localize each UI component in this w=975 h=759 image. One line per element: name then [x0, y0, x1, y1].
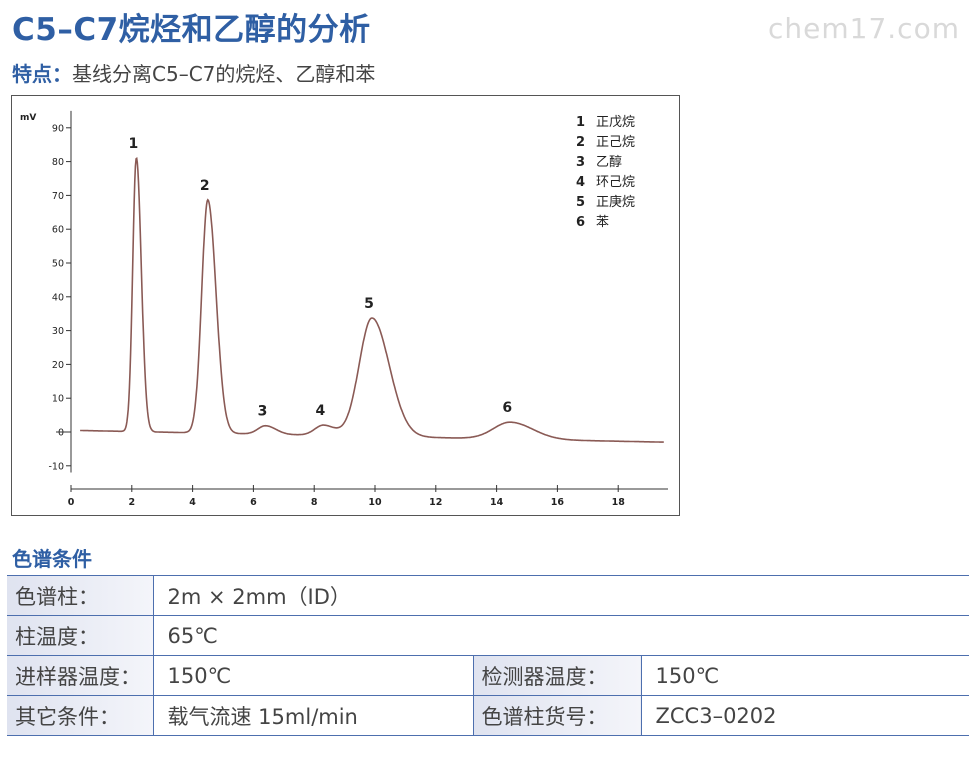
y-axis-label: mV — [20, 113, 36, 123]
y-tick-label: 70 — [52, 191, 64, 202]
y-tick-label: 40 — [52, 292, 64, 303]
y-tick-label: 30 — [52, 326, 64, 337]
legend-number: 3 — [576, 155, 585, 170]
condition-label: 色谱柱货号： — [473, 695, 642, 736]
x-tick-label: 12 — [429, 497, 442, 508]
watermark: chem17.com — [768, 12, 960, 45]
legend-number: 2 — [576, 135, 585, 150]
legend-name: 正戊烷 — [596, 115, 635, 130]
y-tick-label: 10 — [52, 394, 64, 405]
y-tick-label: 20 — [52, 360, 64, 371]
x-tick-label: 2 — [128, 497, 135, 508]
legend-name: 正己烷 — [596, 135, 635, 150]
feature-label: 特点： — [12, 62, 72, 86]
y-tick-label: 0 — [58, 428, 64, 439]
condition-label: 柱温度： — [7, 615, 154, 656]
peak-label: 1 — [128, 136, 138, 152]
condition-value: 150℃ — [153, 655, 474, 696]
x-tick-label: 10 — [368, 497, 382, 508]
y-tick-label: 60 — [52, 225, 64, 236]
condition-row: 其它条件： 载气流速 15ml/min 色谱柱货号： ZCC3–0202 — [7, 695, 969, 736]
x-tick-label: 16 — [551, 497, 565, 508]
conditions-table: 色谱柱： 2m × 2mm（ID） 柱温度： 65℃ 进样器温度： 150℃ 检… — [7, 575, 969, 736]
legend-name: 苯 — [596, 215, 609, 230]
legend-name: 环己烷 — [596, 175, 635, 190]
peak-label: 5 — [364, 296, 374, 312]
condition-row: 色谱柱： 2m × 2mm（ID） — [7, 575, 969, 616]
condition-value: 2m × 2mm（ID） — [153, 575, 969, 616]
chromatogram-chart: -10 0 10 20 30 40 50 60 70 80 90 mV 0 2 4 6 8 10 12 14 16 18 1… — [11, 95, 680, 516]
condition-value: ZCC3–0202 — [641, 695, 969, 736]
legend-name: 正庚烷 — [596, 194, 635, 210]
condition-label: 进样器温度： — [7, 655, 154, 696]
page-title: C5–C7烷烃和乙醇的分析 — [12, 12, 371, 48]
condition-row: 进样器温度： 150℃ 检测器温度： 150℃ — [7, 655, 969, 696]
y-tick-label: -10 — [48, 461, 64, 472]
peak-label: 3 — [258, 404, 268, 420]
feature-line: 特点：基线分离C5–C7的烷烃、乙醇和苯 — [12, 58, 375, 87]
peak-label: 4 — [315, 403, 325, 419]
condition-value: 载气流速 15ml/min — [153, 695, 474, 736]
peak-label: 6 — [502, 400, 512, 416]
legend-number: 5 — [576, 195, 585, 210]
x-tick-label: 14 — [490, 497, 504, 508]
y-tick-label: 90 — [52, 123, 64, 134]
x-tick-label: 8 — [311, 497, 318, 508]
y-tick-label: 50 — [52, 259, 64, 270]
condition-label: 其它条件： — [7, 695, 154, 736]
x-tick-label: 6 — [250, 497, 257, 508]
legend-number: 6 — [576, 215, 585, 230]
y-tick-label: 80 — [52, 157, 64, 168]
condition-value: 65℃ — [153, 615, 969, 656]
x-tick-label: 4 — [189, 497, 196, 508]
legend-number: 1 — [576, 115, 585, 130]
condition-label: 检测器温度： — [473, 655, 642, 696]
conditions-heading: 色谱条件 — [12, 547, 92, 571]
feature-text: 基线分离C5–C7的烷烃、乙醇和苯 — [72, 62, 376, 86]
legend-name: 乙醇 — [596, 154, 622, 170]
x-tick-label: 0 — [68, 497, 75, 508]
legend-number: 4 — [576, 175, 585, 190]
condition-value: 150℃ — [641, 655, 969, 696]
condition-label: 色谱柱： — [7, 575, 154, 616]
peak-label: 2 — [200, 178, 210, 194]
x-tick-label: 18 — [612, 497, 626, 508]
chromatogram-trace — [80, 157, 664, 443]
condition-row: 柱温度： 65℃ — [7, 615, 969, 656]
